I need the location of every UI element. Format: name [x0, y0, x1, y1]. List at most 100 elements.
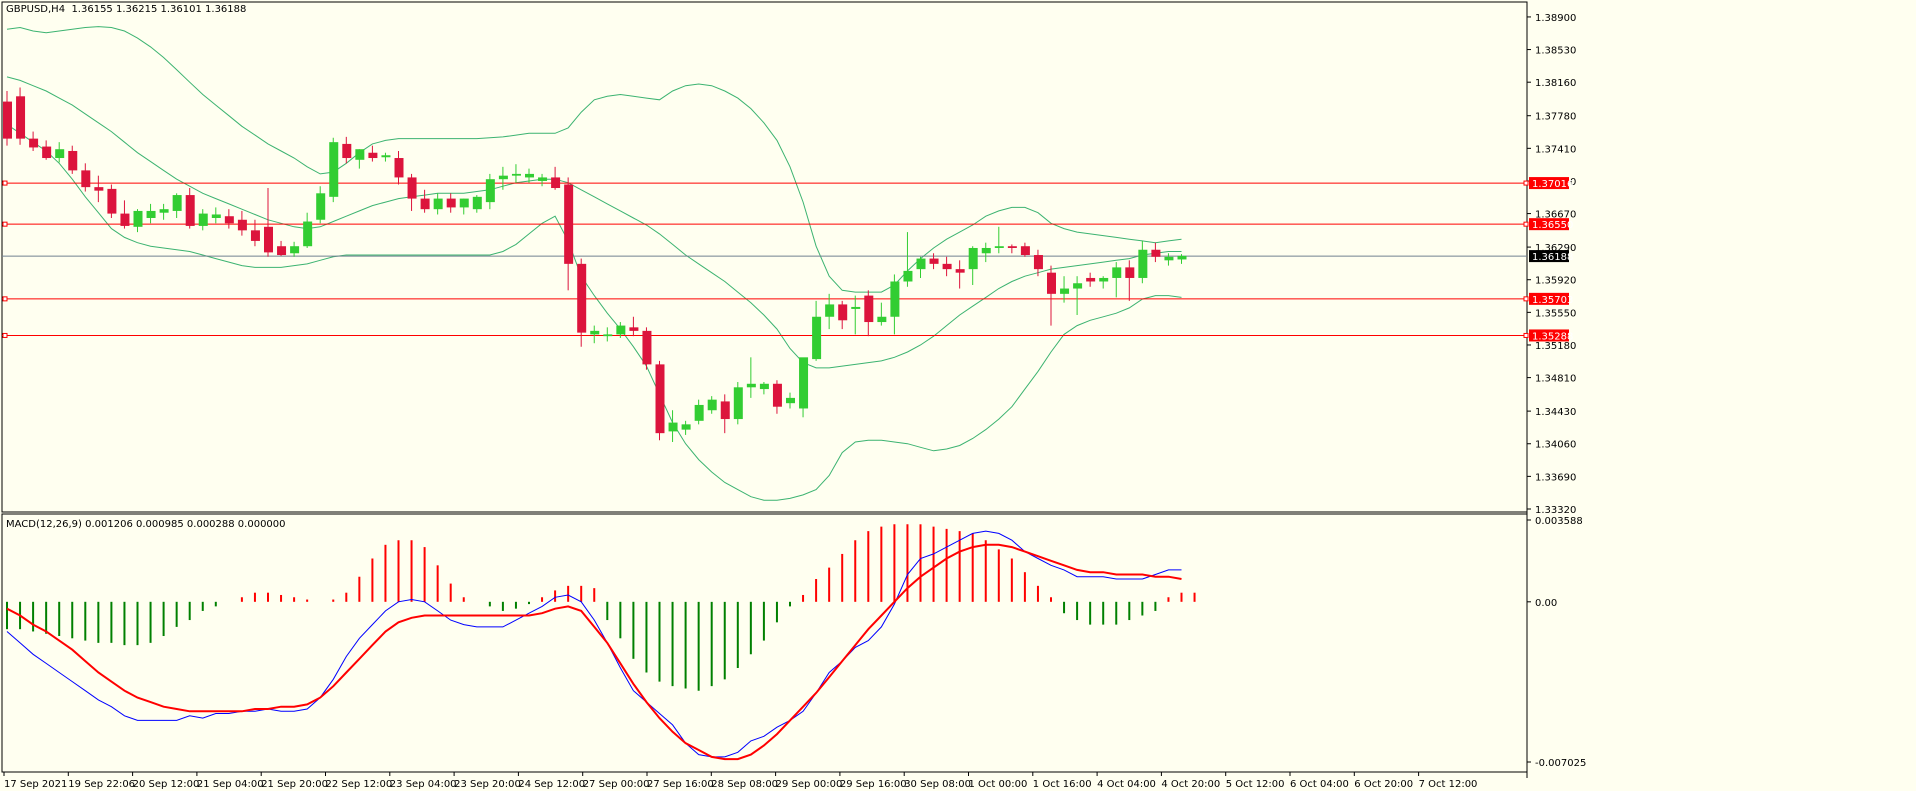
bear-candle-body	[772, 383, 782, 407]
bear-candle-body	[120, 213, 130, 226]
bear-candle-body	[864, 295, 874, 323]
bear-candle-body	[1086, 277, 1096, 282]
time-tick-label: 4 Oct 04:00	[1097, 779, 1156, 790]
sr-level-handle	[2, 180, 8, 186]
bull-candle-body	[211, 214, 221, 218]
time-tick-label: 21 Sep 04:00	[197, 779, 264, 790]
time-tick-label: 1 Oct 16:00	[1033, 779, 1092, 790]
bull-candle-body	[812, 316, 822, 360]
bear-candle-body	[1047, 272, 1056, 294]
time-tick-label: 27 Sep 16:00	[647, 779, 714, 790]
time-tick-label: 23 Sep 04:00	[390, 779, 457, 790]
bid-price-label: 1.36188	[1532, 252, 1573, 263]
bull-candle-body	[525, 173, 534, 178]
bull-candle-body	[877, 316, 887, 323]
bull-candle-body	[511, 173, 521, 176]
time-tick-label: 4 Oct 20:00	[1161, 779, 1220, 790]
bear-candle-body	[3, 101, 12, 139]
bear-candle-body	[68, 150, 78, 171]
bull-candle-body	[1060, 288, 1070, 294]
bull-candle-body	[433, 198, 443, 210]
price-tick-label: 1.33690	[1535, 472, 1576, 483]
bull-candle-body	[485, 179, 495, 203]
bear-candle-body	[720, 401, 730, 420]
time-tick-label: 23 Sep 20:00	[454, 779, 521, 790]
bear-candle-body	[368, 152, 378, 159]
bear-candle-body	[107, 188, 117, 214]
bollinger-lower-band	[6, 124, 1182, 501]
bull-candle-body	[538, 177, 548, 181]
bull-candle-body	[1138, 249, 1148, 278]
bull-candle-body	[851, 306, 861, 309]
bull-candle-body	[916, 258, 926, 270]
bear-candle-body	[929, 258, 939, 264]
bull-candle-body	[694, 404, 704, 421]
bull-candle-body	[146, 210, 156, 218]
macd-panel-frame	[1, 513, 1528, 773]
time-tick-label: 29 Sep 16:00	[840, 779, 907, 790]
bear-candle-body	[1020, 246, 1030, 256]
price-tick-label: 1.34060	[1535, 440, 1576, 451]
bull-candle-body	[381, 155, 391, 158]
bear-candle-body	[394, 158, 404, 178]
macd-main-line	[6, 530, 1182, 758]
bear-candle-body	[29, 138, 39, 148]
bull-candle-body	[55, 149, 65, 159]
bear-candle-body	[655, 364, 665, 434]
bear-candle-body	[1007, 246, 1017, 248]
bull-candle-body	[1177, 255, 1187, 260]
bull-candle-body	[329, 142, 339, 197]
time-tick-label: 20 Sep 12:00	[133, 779, 200, 790]
bull-candle-body	[1099, 277, 1109, 282]
bear-candle-body	[264, 226, 273, 253]
price-tick-label: 1.35550	[1535, 308, 1576, 319]
sr-level-handle	[2, 221, 8, 227]
bull-candle-body	[707, 399, 717, 411]
bull-candle-body	[786, 397, 795, 404]
time-tick-label: 19 Sep 22:06	[68, 779, 135, 790]
bear-candle-body	[838, 304, 848, 321]
bull-candle-body	[746, 383, 756, 388]
price-tick-label: 1.34430	[1535, 407, 1576, 418]
time-tick-label: 6 Oct 04:00	[1290, 779, 1349, 790]
price-tick-label: 1.35180	[1535, 341, 1576, 352]
time-tick-label: 30 Sep 08:00	[904, 779, 971, 790]
bull-candle-body	[681, 424, 691, 430]
sr-level-tag	[1529, 218, 1569, 231]
bull-candle-body	[459, 198, 469, 208]
bear-candle-body	[955, 269, 965, 273]
sr-level-handle	[1523, 296, 1529, 302]
price-tick-label: 1.33320	[1535, 505, 1576, 516]
sr-level-tag	[1529, 292, 1569, 305]
time-tick-label: 24 Sep 12:00	[518, 779, 585, 790]
bull-candle-body	[994, 246, 1004, 248]
macd-tick-label: 0.003588	[1535, 516, 1583, 527]
macd-indicator-label: MACD(12,26,9) 0.001206 0.000985 0.000288…	[6, 519, 286, 530]
bollinger-middle-band	[6, 76, 1182, 369]
bear-candle-body	[1033, 255, 1043, 270]
bear-candle-body	[250, 230, 260, 241]
bollinger-upper-band	[6, 26, 1182, 293]
bear-candle-body	[237, 219, 247, 231]
sr-level-handle	[1523, 180, 1529, 186]
macd-tick-label: -0.007025	[1535, 758, 1586, 769]
bear-candle-body	[224, 216, 234, 224]
bear-candle-body	[342, 143, 352, 159]
bear-candle-body	[81, 170, 91, 188]
sr-level-handle	[2, 296, 8, 302]
ohlc-label: 1.36155 1.36215 1.36101 1.36188	[71, 4, 247, 15]
bear-candle-body	[1125, 267, 1135, 278]
bear-candle-body	[551, 177, 561, 189]
time-tick-label: 6 Oct 20:00	[1354, 779, 1413, 790]
time-tick-label: 17 Sep 2021	[4, 779, 67, 790]
symbol-info: GBPUSD,H4 1.36155 1.36215 1.36101 1.3618…	[6, 4, 246, 15]
price-tick-label: 1.36670	[1535, 210, 1576, 221]
bull-candle-body	[616, 325, 626, 335]
macd-signal-line	[6, 543, 1182, 761]
price-tick-label: 1.35920	[1535, 276, 1576, 287]
sr-level-handle	[2, 332, 8, 338]
bear-candle-body	[16, 96, 26, 139]
time-tick-label: 28 Sep 08:00	[711, 779, 778, 790]
